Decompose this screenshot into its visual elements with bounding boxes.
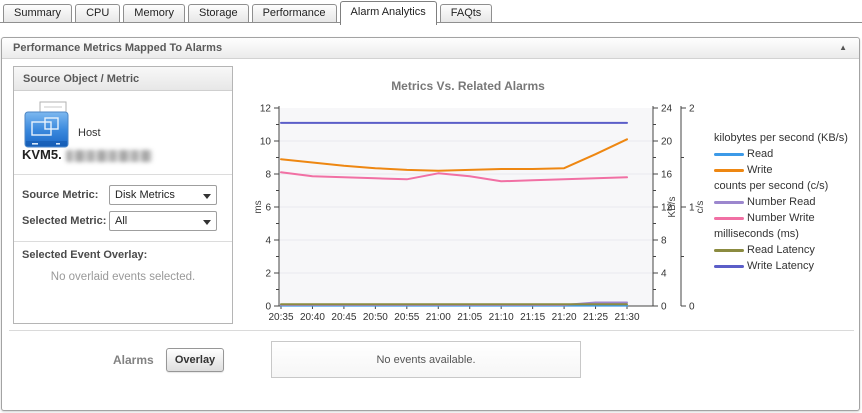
svg-text:10: 10 xyxy=(260,137,272,148)
svg-text:8: 8 xyxy=(265,170,271,181)
selected-metric-value: All xyxy=(115,215,128,227)
no-events-text: No events available. xyxy=(376,353,476,366)
tab-storage[interactable]: Storage xyxy=(188,4,249,22)
tab-memory[interactable]: Memory xyxy=(123,4,186,22)
chevron-down-icon xyxy=(203,194,211,199)
chart-title: Metrics Vs. Related Alarms xyxy=(391,79,545,93)
svg-text:20:40: 20:40 xyxy=(300,312,325,323)
svg-text:12: 12 xyxy=(260,104,272,115)
legend-swatch xyxy=(714,264,744,268)
svg-text:20:45: 20:45 xyxy=(331,312,356,323)
series-number-write xyxy=(280,171,628,183)
svg-text:0: 0 xyxy=(689,302,695,313)
svg-text:16: 16 xyxy=(661,170,673,181)
svg-text:1: 1 xyxy=(689,203,695,214)
svg-text:c/s: c/s xyxy=(695,201,706,214)
chevron-down-icon xyxy=(203,220,211,225)
svg-text:2: 2 xyxy=(689,104,695,115)
source-metric-label: Source Metric: xyxy=(22,189,99,201)
svg-text:20: 20 xyxy=(661,137,673,148)
host-icon[interactable] xyxy=(24,101,70,148)
overlay-button[interactable]: Overlay xyxy=(166,348,224,372)
legend-item-write-latency[interactable]: Write Latency xyxy=(714,258,862,274)
legend-group-label: counts per second (c/s) xyxy=(714,180,829,192)
source-object-metric-panel: Source Object / Metric xyxy=(13,66,233,324)
legend-item-read[interactable]: Read xyxy=(714,146,862,162)
selected-event-overlay-label: Selected Event Overlay: xyxy=(22,249,148,261)
selected-metric-dropdown[interactable]: All xyxy=(109,211,217,231)
svg-text:2: 2 xyxy=(265,269,271,280)
legend-item-read-latency[interactable]: Read Latency xyxy=(714,242,862,258)
chart-legend: kilobytes per second (KB/s) Read Write coun… xyxy=(714,130,862,274)
svg-text:4: 4 xyxy=(265,236,271,247)
svg-text:20:55: 20:55 xyxy=(394,312,419,323)
tab-cpu[interactable]: CPU xyxy=(75,4,121,22)
tab-performance[interactable]: Performance xyxy=(251,4,337,22)
legend-label: Number Write xyxy=(747,212,815,224)
sidebar-divider xyxy=(14,174,232,175)
legend-group-label: kilobytes per second (KB/s) xyxy=(714,132,848,144)
svg-text:21:20: 21:20 xyxy=(552,312,577,323)
svg-text:21:25: 21:25 xyxy=(583,312,608,323)
legend-swatch xyxy=(714,168,744,172)
collapse-icon[interactable]: ▲ xyxy=(839,43,847,52)
legend-label: Read xyxy=(747,148,774,160)
legend-item-number-read[interactable]: Number Read xyxy=(714,194,862,210)
legend-item-number-write[interactable]: Number Write xyxy=(714,210,862,226)
no-overlaid-events-text: No overlaid events selected. xyxy=(50,271,196,283)
bottom-divider xyxy=(9,330,854,331)
legend-label: Number Read xyxy=(747,196,816,208)
selected-metric-label: Selected Metric: xyxy=(22,215,107,227)
legend-label: Read Latency xyxy=(747,244,815,256)
svg-text:0: 0 xyxy=(661,302,667,313)
svg-text:20:50: 20:50 xyxy=(363,312,388,323)
legend-swatch xyxy=(714,216,744,220)
svg-text:0: 0 xyxy=(265,302,271,313)
source-metric-value: Disk Metrics xyxy=(115,189,175,201)
svg-text:21:10: 21:10 xyxy=(489,312,514,323)
events-box: No events available. xyxy=(271,341,581,378)
panel-title: Performance Metrics Mapped To Alarms xyxy=(13,42,223,54)
series-write xyxy=(280,138,628,172)
legend-swatch xyxy=(714,200,744,204)
svg-text:8: 8 xyxy=(661,236,667,247)
svg-text:21:00: 21:00 xyxy=(426,312,451,323)
alarms-label: Alarms xyxy=(113,353,154,367)
svg-text:KB/s: KB/s xyxy=(667,196,678,217)
svg-text:21:15: 21:15 xyxy=(520,312,545,323)
sidebar-header: Source Object / Metric xyxy=(14,67,232,91)
legend-label: Write xyxy=(747,164,773,176)
host-type-label: Host xyxy=(78,127,101,139)
redacted-hostname xyxy=(65,149,152,162)
svg-text:24: 24 xyxy=(661,104,673,115)
legend-swatch xyxy=(714,248,744,252)
host-name: KVM5. xyxy=(22,147,152,162)
svg-text:ms: ms xyxy=(253,200,264,213)
sidebar-divider xyxy=(14,241,232,242)
svg-text:21:05: 21:05 xyxy=(457,312,482,323)
host-name-prefix: KVM5. xyxy=(22,147,62,162)
panel-header: Performance Metrics Mapped To Alarms ▲ xyxy=(2,38,859,59)
svg-text:20:35: 20:35 xyxy=(268,312,293,323)
tab-bar: Summary CPU Memory Storage Performance Alarm … xyxy=(3,0,495,25)
legend-group-label: milliseconds (ms) xyxy=(714,228,799,240)
performance-metrics-panel: Performance Metrics Mapped To Alarms ▲ S… xyxy=(1,37,860,411)
svg-text:4: 4 xyxy=(661,269,667,280)
legend-item-write[interactable]: Write xyxy=(714,162,862,178)
source-metric-dropdown[interactable]: Disk Metrics xyxy=(109,185,217,205)
svg-text:6: 6 xyxy=(265,203,271,214)
tab-faqts[interactable]: FAQts xyxy=(439,4,493,22)
tab-summary[interactable]: Summary xyxy=(3,4,73,22)
svg-text:12: 12 xyxy=(661,203,673,214)
svg-text:21:30: 21:30 xyxy=(614,312,639,323)
tab-alarm-analytics[interactable]: Alarm Analytics xyxy=(339,1,437,25)
legend-swatch xyxy=(714,152,744,156)
legend-label: Write Latency xyxy=(747,260,815,272)
